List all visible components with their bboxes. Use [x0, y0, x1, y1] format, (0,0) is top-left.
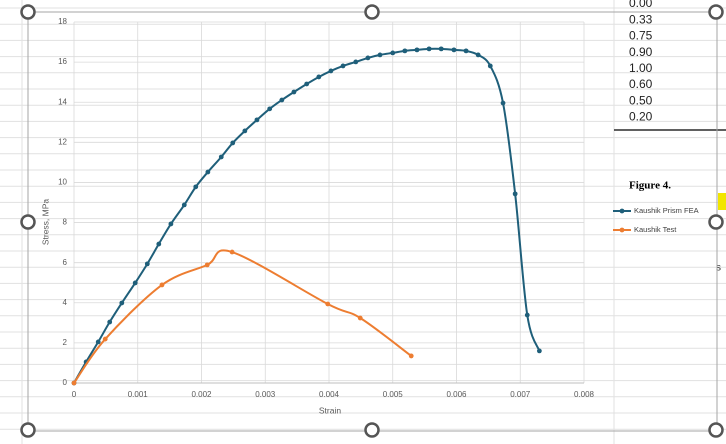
table-value: 1.00 [629, 61, 653, 75]
y-tick-label: 14 [58, 97, 67, 106]
table-value: 0.90 [629, 45, 653, 59]
resize-handle[interactable] [364, 4, 380, 20]
data-point [316, 74, 322, 80]
data-point [218, 154, 224, 160]
table-value: 0.33 [629, 12, 653, 26]
data-point [524, 312, 530, 318]
data-point [328, 68, 334, 74]
data-point [193, 184, 199, 190]
x-tick-label: 0.008 [574, 390, 595, 399]
x-tick-label: 0.005 [383, 390, 404, 399]
data-point [463, 48, 469, 54]
figure-caption: Figure 4. [629, 180, 671, 192]
y-tick-label: 18 [58, 17, 67, 26]
data-point [107, 319, 113, 325]
table-value: 0.00 [629, 0, 653, 10]
data-point [71, 380, 77, 386]
data-point [291, 89, 297, 95]
data-point [340, 63, 346, 69]
resize-handle[interactable] [708, 422, 724, 438]
y-tick-label: 6 [63, 258, 68, 267]
data-point [242, 128, 248, 134]
data-point [205, 169, 211, 175]
data-point [414, 47, 420, 53]
data-point [536, 348, 542, 354]
data-point [144, 261, 150, 267]
x-tick-label: 0.004 [319, 390, 340, 399]
data-point [353, 59, 359, 65]
table-value: 0.60 [629, 77, 653, 91]
y-axis-title: Stress, MPa [40, 199, 50, 246]
legend-marker [619, 208, 625, 214]
data-point [204, 262, 210, 268]
resize-handle[interactable] [20, 214, 36, 230]
x-tick-label: 0.007 [510, 390, 531, 399]
legend-label: Kaushik Test [634, 225, 677, 234]
data-point [102, 336, 108, 342]
table-value: 0.50 [629, 93, 653, 107]
data-point [402, 48, 408, 54]
selection-handles [20, 4, 724, 438]
table-value: 0.20 [629, 110, 653, 124]
series-line [73, 47, 541, 384]
data-point [254, 117, 260, 123]
legend-label: Kaushik Prism FEA [634, 206, 699, 215]
y-tick-label: 8 [63, 218, 68, 227]
table-value: 0.75 [629, 29, 653, 43]
resize-handle[interactable] [708, 214, 724, 230]
resize-handle[interactable] [20, 422, 36, 438]
data-point [168, 221, 174, 227]
data-point [95, 339, 101, 345]
data-point [438, 46, 444, 52]
highlight [718, 193, 726, 210]
x-tick-label: 0.006 [446, 390, 467, 399]
data-point [365, 55, 371, 61]
data-point [512, 191, 518, 197]
side-text: s [716, 263, 721, 274]
data-point [451, 47, 457, 53]
resize-handle[interactable] [364, 422, 380, 438]
data-point [377, 52, 383, 58]
x-tick-label: 0 [72, 390, 77, 399]
data-point [475, 52, 481, 58]
data-point [159, 282, 165, 288]
data-point [500, 100, 506, 106]
data-point [181, 202, 187, 208]
data-point [229, 249, 235, 255]
legend-marker [619, 227, 625, 233]
series-line [73, 249, 412, 384]
x-tick-label: 0.001 [128, 390, 149, 399]
y-tick-label: 2 [63, 338, 68, 347]
resize-handle[interactable] [20, 4, 36, 20]
data-point [230, 140, 236, 146]
data-point [408, 353, 414, 359]
resize-handle[interactable] [708, 4, 724, 20]
y-tick-label: 12 [58, 137, 67, 146]
data-point [132, 280, 138, 286]
data-point [304, 81, 310, 87]
chart: 0 2 4 6 8 10 12 14 16 18 0 0.001 0.002 0.003 0.004 0.00… [58, 17, 699, 399]
data-point [390, 50, 396, 56]
x-tick-label: 0.002 [191, 390, 212, 399]
y-tick-label: 4 [63, 298, 68, 307]
y-tick-label: 0 [63, 378, 68, 387]
data-point [156, 241, 162, 247]
data-point [357, 315, 363, 321]
y-tick-label: 16 [58, 57, 67, 66]
data-point [279, 97, 285, 103]
data-point [119, 300, 125, 306]
x-tick-label: 0.003 [255, 390, 276, 399]
y-tick-label: 10 [58, 178, 67, 187]
data-point [426, 46, 432, 52]
data-point [487, 63, 493, 69]
x-axis-title: Strain [319, 405, 341, 415]
data-point [325, 301, 331, 307]
data-point [267, 106, 273, 112]
